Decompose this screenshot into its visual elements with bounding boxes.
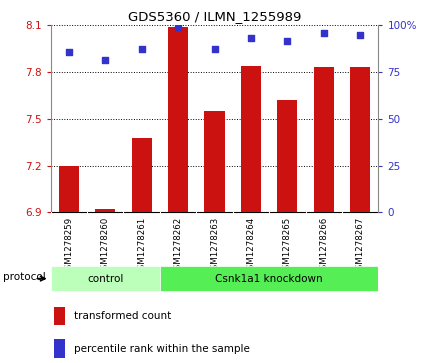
Title: GDS5360 / ILMN_1255989: GDS5360 / ILMN_1255989 xyxy=(128,10,301,23)
Text: transformed count: transformed count xyxy=(73,311,171,321)
Point xyxy=(320,30,327,36)
Bar xyxy=(314,68,334,212)
Text: control: control xyxy=(87,274,124,284)
Text: GSM1278266: GSM1278266 xyxy=(319,217,328,275)
Point xyxy=(284,38,291,44)
Point xyxy=(175,24,182,30)
Text: GSM1278260: GSM1278260 xyxy=(101,217,110,275)
Bar xyxy=(54,339,66,358)
Text: protocol: protocol xyxy=(3,272,45,282)
Point xyxy=(247,35,254,41)
Text: GSM1278262: GSM1278262 xyxy=(173,217,183,275)
Bar xyxy=(95,209,115,212)
Bar xyxy=(160,266,378,291)
Bar xyxy=(51,266,160,291)
Point xyxy=(65,49,72,55)
Point xyxy=(102,57,109,62)
Text: GSM1278264: GSM1278264 xyxy=(246,217,256,275)
Point xyxy=(211,46,218,52)
Bar xyxy=(132,138,152,212)
Bar xyxy=(350,68,370,212)
Text: GSM1278263: GSM1278263 xyxy=(210,217,219,275)
Text: GSM1278265: GSM1278265 xyxy=(283,217,292,275)
Bar xyxy=(205,111,224,212)
Text: GSM1278261: GSM1278261 xyxy=(137,217,146,275)
Point xyxy=(138,46,145,52)
Text: Csnk1a1 knockdown: Csnk1a1 knockdown xyxy=(215,274,323,284)
Bar xyxy=(168,27,188,212)
Bar xyxy=(54,307,66,325)
Text: GSM1278267: GSM1278267 xyxy=(356,217,365,275)
Text: percentile rank within the sample: percentile rank within the sample xyxy=(73,344,249,354)
Bar xyxy=(277,100,297,212)
Bar xyxy=(241,66,261,212)
Text: GSM1278259: GSM1278259 xyxy=(64,217,73,275)
Point xyxy=(357,32,364,38)
Bar xyxy=(59,166,79,212)
